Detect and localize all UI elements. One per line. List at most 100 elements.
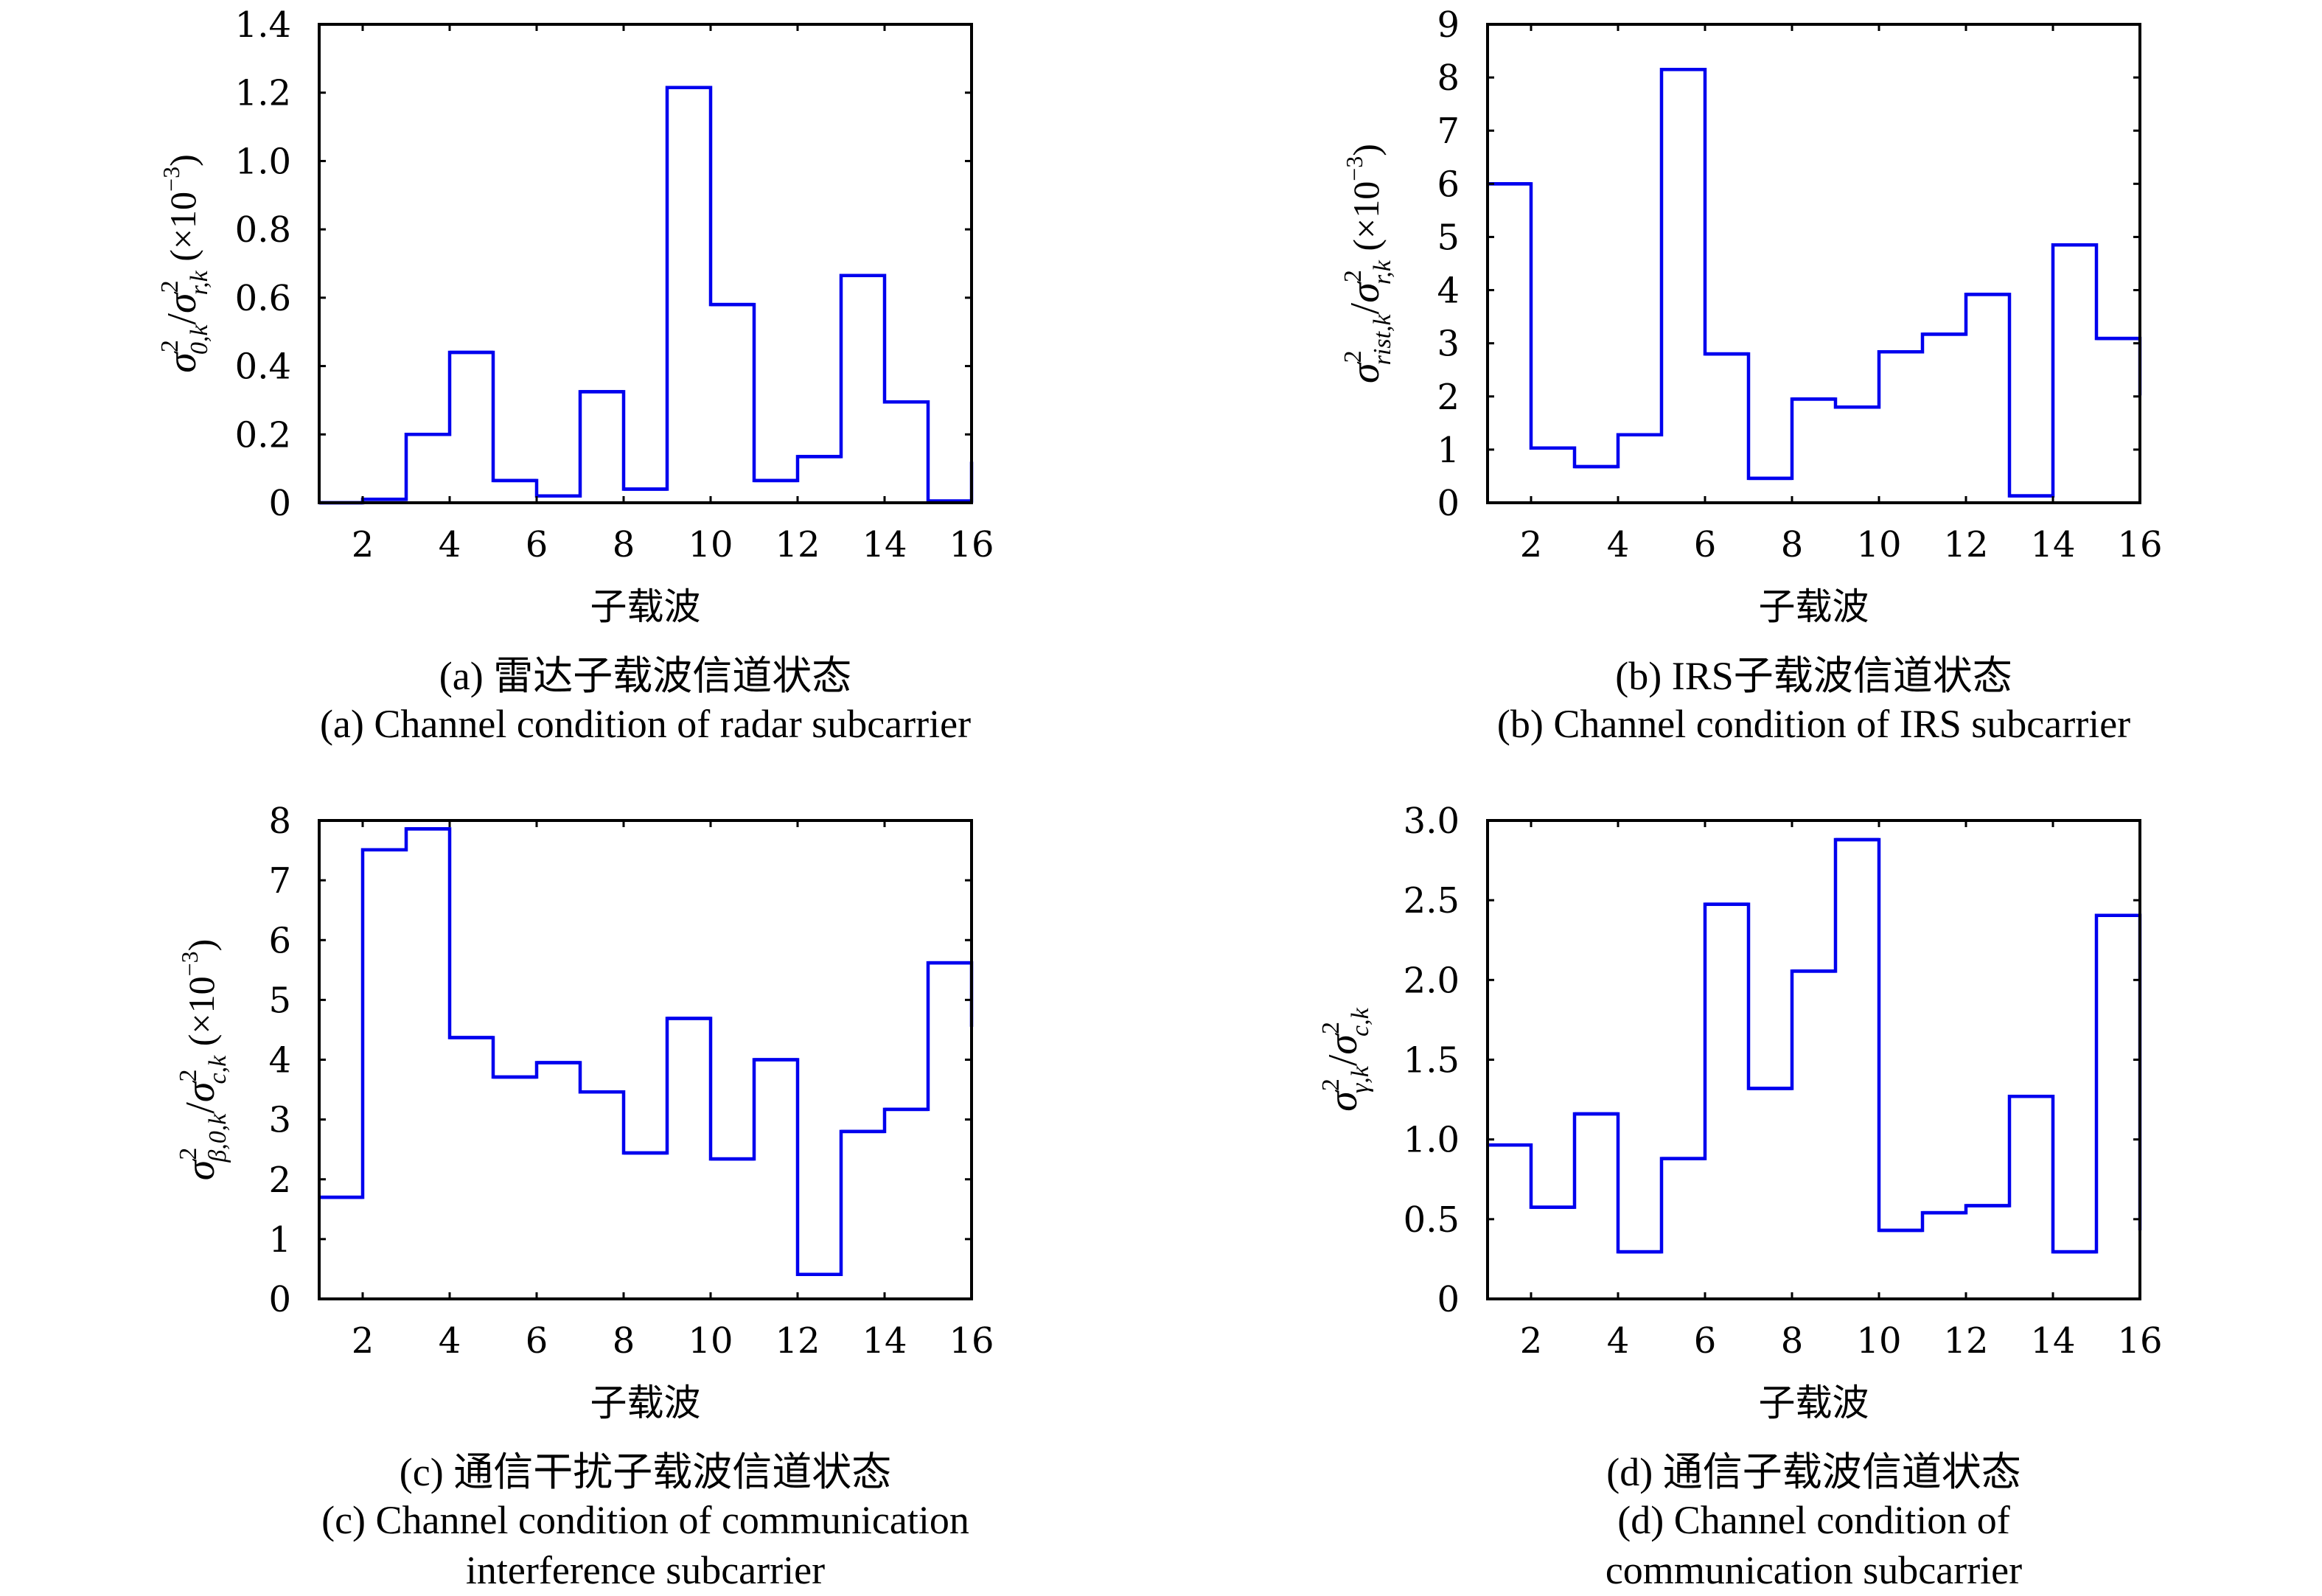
x-tick-label: 12 xyxy=(1943,524,1988,565)
y-label-sym: σ xyxy=(1342,281,1388,303)
x-tick-label: 10 xyxy=(1856,524,1901,565)
y-tick-label: 7 xyxy=(268,860,291,902)
y-label-scale: (×10 xyxy=(181,976,222,1055)
caption-chinese: (c) 通信干扰子载波信道状态 xyxy=(400,1450,891,1494)
x-tick-label: 4 xyxy=(439,524,461,565)
y-tick-label: 2 xyxy=(1437,377,1460,418)
y-label-sub1: β,0,k xyxy=(204,1113,231,1163)
y-label-sep: / xyxy=(178,1102,223,1114)
y-axis-label: σ2rist,k/σ2r,k (×10−3) xyxy=(1339,144,1396,383)
y-label-sub1: rist,k xyxy=(1369,313,1396,365)
x-tick-label: 12 xyxy=(775,1320,820,1362)
caption-english-line: interference subcarrier xyxy=(466,1548,825,1592)
y-axis-label: σ2β,0,k/σ2c,k (×10−3) xyxy=(175,939,231,1181)
y-label-sym: σ xyxy=(1320,1090,1366,1112)
y-tick-label: 4 xyxy=(268,1040,291,1081)
x-tick-label: 14 xyxy=(862,524,907,565)
y-label-sep: / xyxy=(1320,1054,1366,1066)
y-label-scale: (×10 xyxy=(162,192,203,271)
x-tick-label: 10 xyxy=(688,1320,733,1362)
y-tick-label: 9 xyxy=(1437,4,1460,46)
x-tick-label: 8 xyxy=(1781,524,1804,565)
y-tick-label: 0.8 xyxy=(235,209,291,251)
y-label-sub1: γ,k xyxy=(1347,1065,1374,1093)
y-label-sep: / xyxy=(1342,302,1388,314)
chart-panel-b: 2 4 6 8 10 12 14 160123456789子载波σ2rist,k/σ2r,k … xyxy=(1339,4,2163,746)
y-tick-label: 1.0 xyxy=(235,141,291,182)
y-tick-label: 3 xyxy=(268,1100,291,1141)
x-tick-label: 6 xyxy=(1694,524,1717,565)
y-tick-label: 4 xyxy=(1437,271,1460,312)
y-label-scale-exp: −3 xyxy=(176,951,203,976)
y-label-sup2: 2 xyxy=(156,280,184,293)
y-tick-label: 0.6 xyxy=(235,278,291,319)
y-label-sub2: r,k xyxy=(186,270,213,295)
y-tick-label: 0 xyxy=(268,483,291,524)
y-tick-label: 2.0 xyxy=(1404,960,1460,1001)
y-tick-label: 0.5 xyxy=(1404,1199,1460,1241)
y-label-sup1: 2 xyxy=(175,1148,202,1160)
series-line xyxy=(1488,837,2142,1254)
x-tick-label: 6 xyxy=(526,1320,548,1362)
y-tick-label: 1.5 xyxy=(1404,1040,1460,1081)
series-line xyxy=(319,827,974,1276)
caption-english-line: communication subcarrier xyxy=(1605,1548,2022,1592)
x-tick-label: 16 xyxy=(949,1320,994,1362)
axes-frame xyxy=(1486,23,2141,504)
y-tick-label: 0.4 xyxy=(235,346,291,388)
x-axis-label: 子载波 xyxy=(590,585,701,628)
x-tick-label: 6 xyxy=(1694,1320,1717,1362)
x-tick-label: 14 xyxy=(2030,524,2075,565)
y-label-scale-close: ) xyxy=(181,939,222,952)
y-tick-label: 6 xyxy=(1437,164,1460,205)
y-label-sub2: c,k xyxy=(1347,1007,1374,1036)
y-tick-label: 6 xyxy=(268,920,291,961)
x-tick-label: 12 xyxy=(775,524,820,565)
x-tick-label: 6 xyxy=(526,524,548,565)
caption-english-line: (c) Channel condition of communication xyxy=(321,1498,969,1542)
y-tick-label: 1 xyxy=(1437,430,1460,471)
x-tick-label: 8 xyxy=(1781,1320,1804,1362)
y-label-sup1: 2 xyxy=(1317,1078,1345,1091)
y-label-sym: σ xyxy=(159,351,205,373)
y-label-sup2: 2 xyxy=(1317,1022,1345,1034)
caption-chinese: (d) 通信子载波信道状态 xyxy=(1606,1450,2021,1494)
y-tick-label: 3.0 xyxy=(1404,801,1460,842)
caption-english-line: (b) Channel condition of IRS subcarrier xyxy=(1497,702,2130,746)
y-tick-label: 0 xyxy=(1437,483,1460,524)
y-label-scale-close: ) xyxy=(1345,144,1387,156)
x-tick-label: 2 xyxy=(1520,524,1543,565)
y-label-sym: σ xyxy=(159,291,205,313)
y-label-scale: (×10 xyxy=(1345,181,1387,260)
caption-english-line: (a) Channel condition of radar subcarrie… xyxy=(320,702,971,746)
y-label-scale-exp: −3 xyxy=(1341,156,1367,181)
x-tick-label: 8 xyxy=(613,524,635,565)
y-tick-label: 0 xyxy=(1437,1279,1460,1320)
chart-panel-a: 2 4 6 8 10 12 14 1600.20.40.60.81.01.21.4子载波σ20… xyxy=(156,4,994,746)
caption-english-line: (d) Channel condition of xyxy=(1617,1498,2009,1542)
x-tick-label: 2 xyxy=(352,1320,374,1362)
y-tick-label: 8 xyxy=(1437,58,1460,99)
y-label-sup1: 2 xyxy=(1339,350,1367,363)
x-tick-label: 2 xyxy=(352,524,374,565)
series-line xyxy=(319,86,974,505)
x-tick-label: 4 xyxy=(1607,524,1630,565)
y-label-sym: σ xyxy=(178,1080,223,1102)
y-label-sym: σ xyxy=(1342,361,1388,383)
y-label-sep: / xyxy=(159,313,205,325)
y-tick-label: 5 xyxy=(1437,217,1460,258)
y-label-sub2: r,k xyxy=(1369,259,1396,285)
y-tick-label: 8 xyxy=(268,801,291,842)
x-tick-label: 8 xyxy=(613,1320,635,1362)
axes-frame xyxy=(1486,819,2141,1300)
x-tick-label: 4 xyxy=(1607,1320,1630,1362)
x-tick-label: 2 xyxy=(1520,1320,1543,1362)
x-tick-label: 4 xyxy=(439,1320,461,1362)
x-tick-label: 16 xyxy=(2117,524,2162,565)
x-axis-label: 子载波 xyxy=(590,1381,701,1424)
series-line xyxy=(1488,68,2142,498)
y-label-sub2: c,k xyxy=(204,1055,231,1084)
y-tick-label: 5 xyxy=(268,980,291,1021)
chart-panel-d: 2 4 6 8 10 12 14 1600.51.01.52.02.53.0子载波σ2γ,k/… xyxy=(1317,801,2163,1592)
y-tick-label: 1.0 xyxy=(1404,1120,1460,1161)
